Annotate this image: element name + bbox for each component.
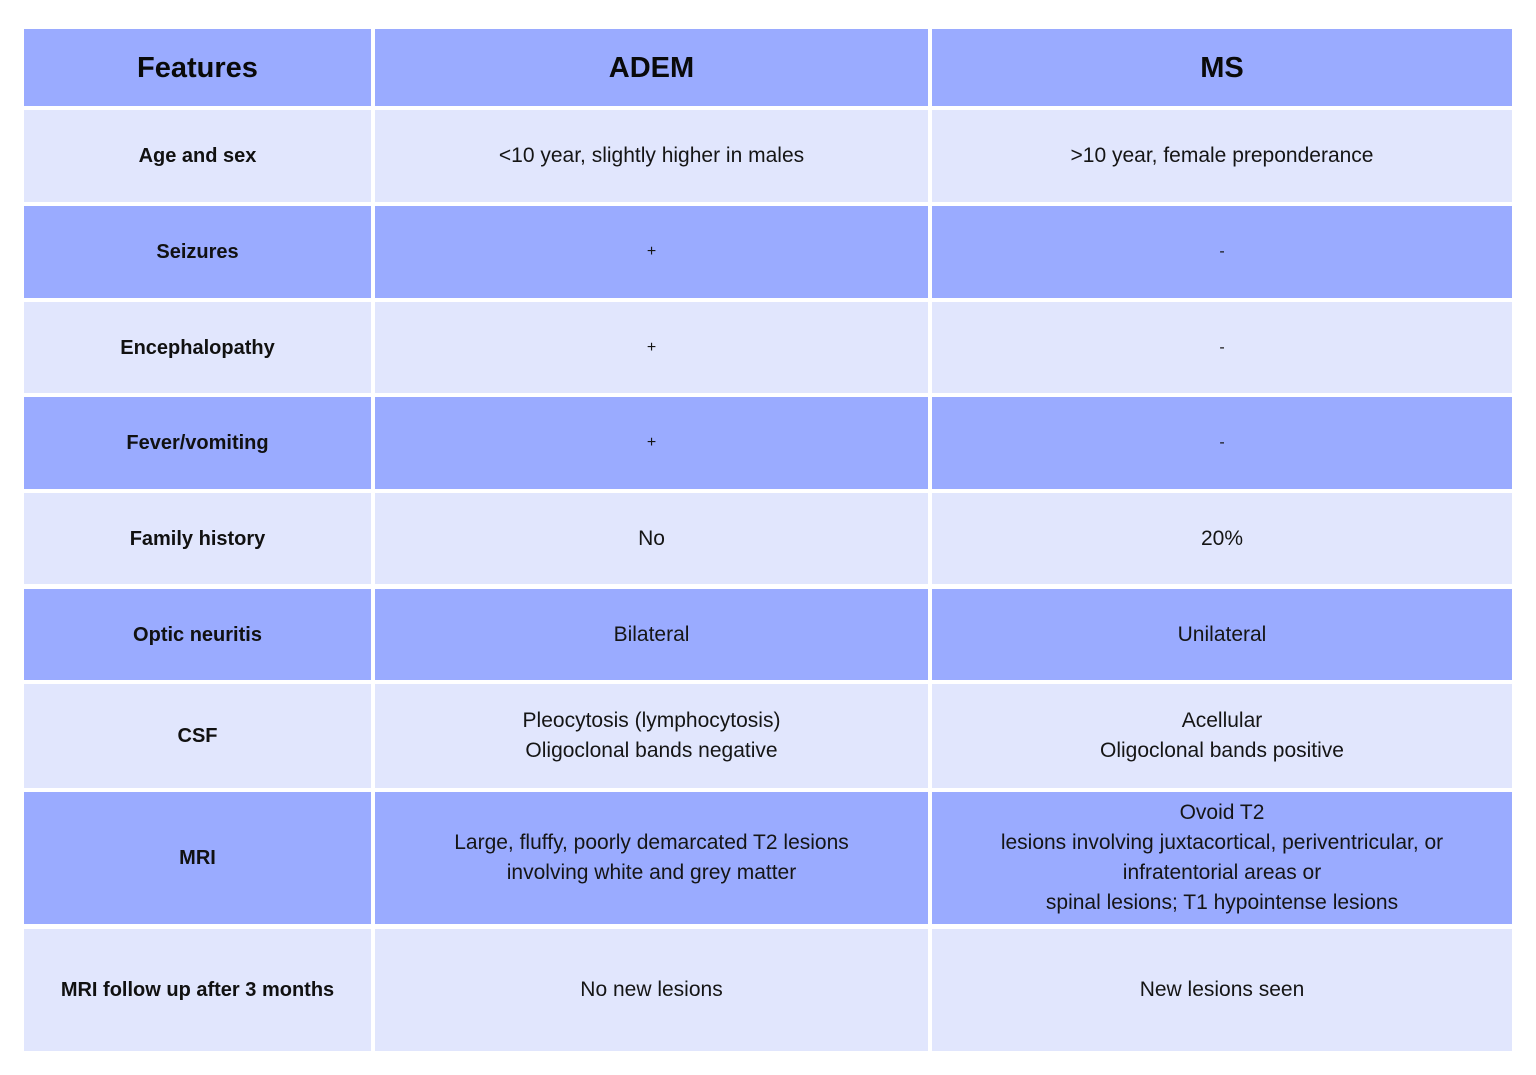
adem-value: + [375, 206, 928, 298]
adem-value: <10 year, slightly higher in males [375, 110, 928, 202]
ms-value: Ovoid T2 lesions involving juxtacortical… [932, 792, 1512, 924]
table-row-optic-neuritis: Optic neuritis Bilateral Unilateral [24, 589, 1512, 680]
adem-value: + [375, 397, 928, 489]
ms-value: New lesions seen [932, 929, 1512, 1051]
feature-label: Encephalopathy [24, 302, 371, 393]
table-row-mri: MRI Large, fluffy, poorly demarcated T2 … [24, 792, 1512, 924]
adem-value: + [375, 302, 928, 393]
table-row-family-history: Family history No 20% [24, 493, 1512, 584]
ms-value: - [932, 397, 1512, 489]
feature-label: Seizures [24, 206, 371, 298]
adem-value: Large, fluffy, poorly demarcated T2 lesi… [375, 792, 928, 924]
ms-value: - [932, 302, 1512, 393]
ms-value: 20% [932, 493, 1512, 584]
ms-value: Unilateral [932, 589, 1512, 680]
feature-label: Fever/vomiting [24, 397, 371, 489]
adem-value: Bilateral [375, 589, 928, 680]
table-row-mri-follow-up: MRI follow up after 3 months No new lesi… [24, 929, 1512, 1051]
feature-label: Age and sex [24, 110, 371, 202]
table-header-row: Features ADEM MS [24, 29, 1512, 106]
table-row-fever-vomiting: Fever/vomiting + - [24, 397, 1512, 489]
table-row-age-sex: Age and sex <10 year, slightly higher in… [24, 110, 1512, 202]
adem-value: Pleocytosis (lymphocytosis) Oligoclonal … [375, 684, 928, 788]
header-adem: ADEM [375, 29, 928, 106]
header-ms: MS [932, 29, 1512, 106]
adem-value: No new lesions [375, 929, 928, 1051]
adem-value: No [375, 493, 928, 584]
adem-vs-ms-comparison-table: Features ADEM MS Age and sex <10 year, s… [24, 29, 1512, 1051]
feature-label: Optic neuritis [24, 589, 371, 680]
table-row-seizures: Seizures + - [24, 206, 1512, 298]
ms-value: >10 year, female preponderance [932, 110, 1512, 202]
table-row-encephalopathy: Encephalopathy + - [24, 302, 1512, 393]
ms-value: Acellular Oligoclonal bands positive [932, 684, 1512, 788]
feature-label: MRI [24, 792, 371, 924]
table-row-csf: CSF Pleocytosis (lymphocytosis) Oligoclo… [24, 684, 1512, 788]
feature-label: CSF [24, 684, 371, 788]
feature-label: Family history [24, 493, 371, 584]
ms-value: - [932, 206, 1512, 298]
feature-label: MRI follow up after 3 months [24, 929, 371, 1051]
header-features: Features [24, 29, 371, 106]
